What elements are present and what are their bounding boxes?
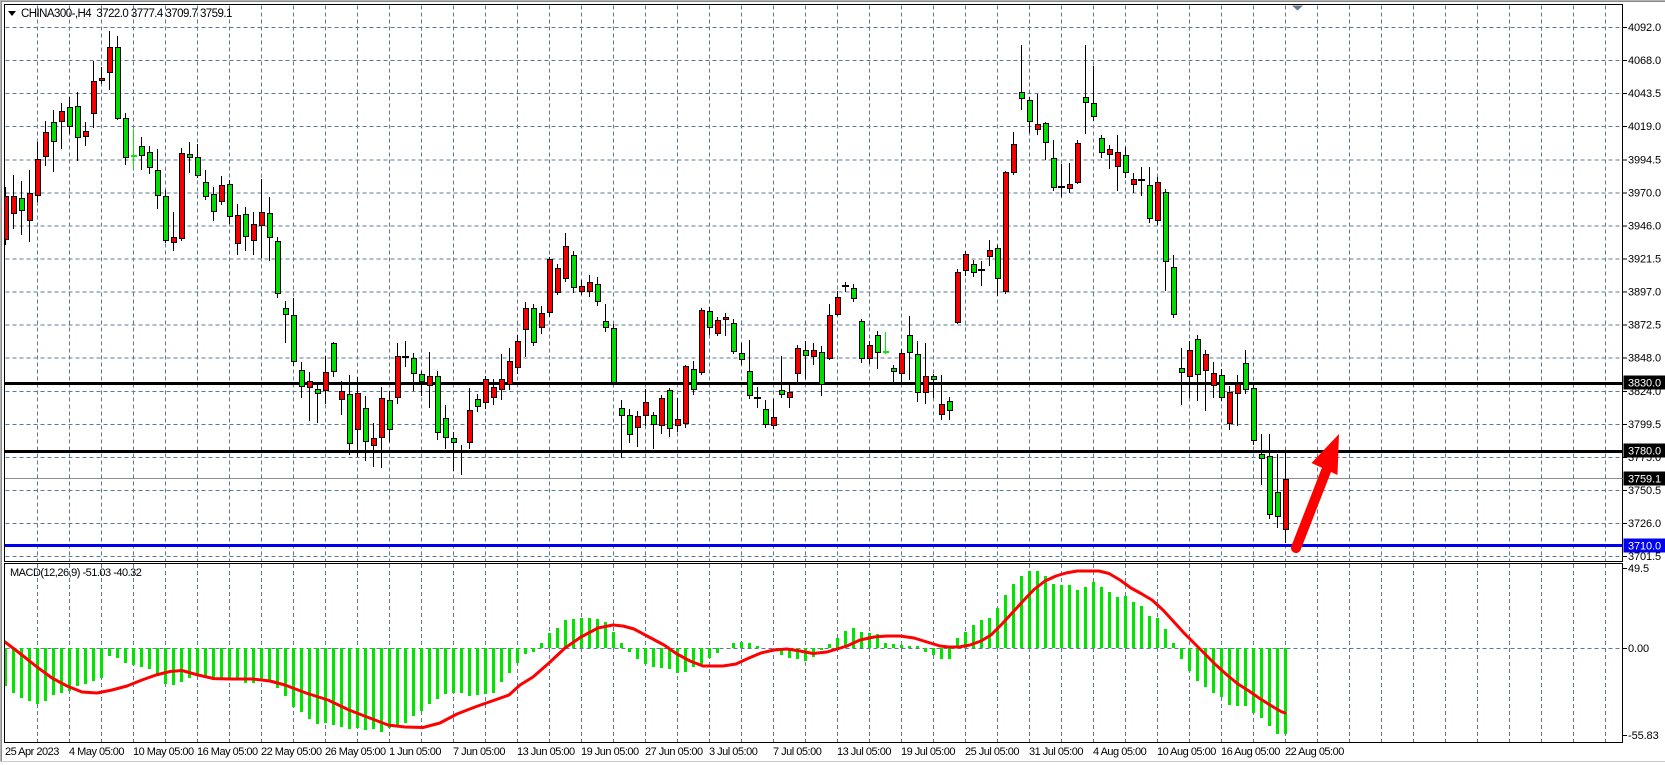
svg-text:4092.0: 4092.0 [1628,22,1661,34]
svg-text:0.00: 0.00 [1628,643,1649,655]
svg-text:19 Jun 05:00: 19 Jun 05:00 [581,746,639,758]
svg-text:3970.0: 3970.0 [1628,187,1661,199]
svg-text:CHINA300-,H4 3722.0 3777.4 37: CHINA300-,H4 3722.0 3777.4 3709.7 3759.1 [21,8,232,20]
svg-text:10 May 05:00: 10 May 05:00 [133,746,194,758]
svg-text:4068.0: 4068.0 [1628,55,1661,67]
svg-text:3710.0: 3710.0 [1628,541,1661,553]
svg-text:3780.0: 3780.0 [1628,446,1661,458]
svg-text:7 Jul 05:00: 7 Jul 05:00 [773,746,822,758]
svg-text:22 May 05:00: 22 May 05:00 [261,746,322,758]
svg-text:3 Jul 05:00: 3 Jul 05:00 [709,746,758,758]
svg-text:27 Jun 05:00: 27 Jun 05:00 [645,746,703,758]
svg-text:3726.0: 3726.0 [1628,518,1661,530]
svg-text:4 Aug 05:00: 4 Aug 05:00 [1093,746,1147,758]
svg-text:3830.0: 3830.0 [1628,378,1661,390]
svg-text:3994.5: 3994.5 [1628,154,1661,166]
svg-text:4019.0: 4019.0 [1628,121,1661,133]
svg-text:MACD(12,26,9) -51.03 -40.32: MACD(12,26,9) -51.03 -40.32 [10,567,142,579]
svg-text:13 Jul 05:00: 13 Jul 05:00 [837,746,891,758]
svg-text:7 Jun 05:00: 7 Jun 05:00 [453,746,505,758]
svg-text:4043.5: 4043.5 [1628,88,1661,100]
svg-text:-55.83: -55.83 [1628,730,1659,742]
svg-text:16 Aug 05:00: 16 Aug 05:00 [1221,746,1280,758]
svg-text:3799.5: 3799.5 [1628,419,1661,431]
svg-text:22 Aug 05:00: 22 Aug 05:00 [1285,746,1344,758]
svg-text:31 Jul 05:00: 31 Jul 05:00 [1029,746,1083,758]
svg-text:25 Jul 05:00: 25 Jul 05:00 [965,746,1019,758]
svg-text:3750.5: 3750.5 [1628,485,1661,497]
svg-text:16 May 05:00: 16 May 05:00 [197,746,258,758]
svg-text:13 Jun 05:00: 13 Jun 05:00 [517,746,575,758]
svg-text:26 May 05:00: 26 May 05:00 [325,746,386,758]
svg-text:3897.0: 3897.0 [1628,287,1661,299]
svg-text:1 Jun 05:00: 1 Jun 05:00 [389,746,441,758]
svg-text:25 Apr 2023: 25 Apr 2023 [5,746,59,758]
svg-text:3872.5: 3872.5 [1628,320,1661,332]
svg-text:3946.0: 3946.0 [1628,220,1661,232]
svg-text:3921.5: 3921.5 [1628,254,1661,266]
svg-text:3701.5: 3701.5 [1628,551,1661,563]
svg-text:4 May 05:00: 4 May 05:00 [69,746,124,758]
svg-text:19 Jul 05:00: 19 Jul 05:00 [901,746,955,758]
svg-text:10 Aug 05:00: 10 Aug 05:00 [1157,746,1216,758]
svg-text:3848.0: 3848.0 [1628,353,1661,365]
svg-text:3759.1: 3759.1 [1628,474,1661,486]
svg-text:49.5: 49.5 [1628,563,1649,575]
